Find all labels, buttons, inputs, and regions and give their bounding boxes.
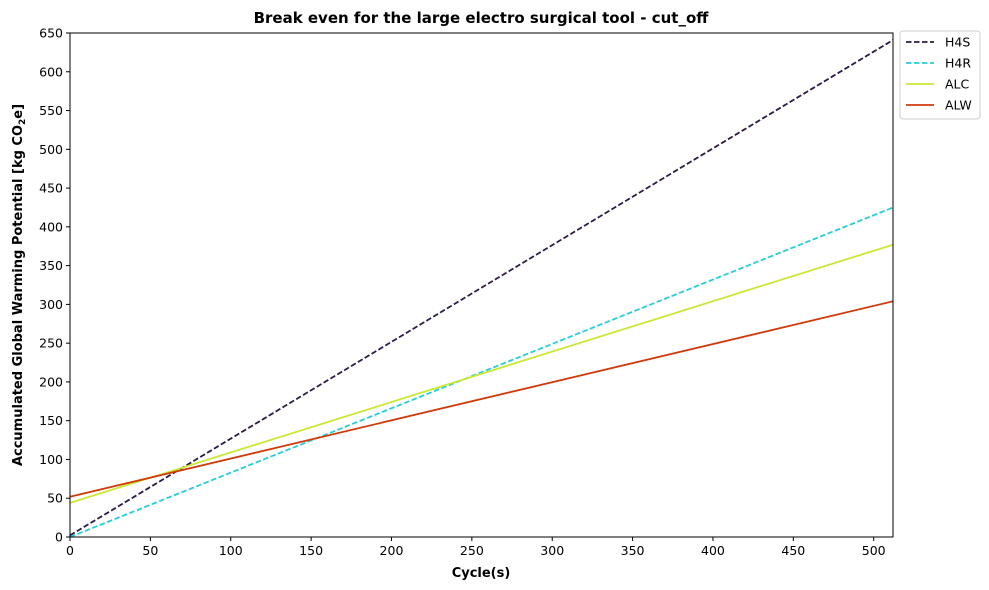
y-tick-label: 300 bbox=[39, 297, 63, 312]
x-tick-label: 0 bbox=[66, 543, 74, 558]
series-line-alw bbox=[69, 300, 894, 498]
y-tick-label: 150 bbox=[39, 413, 63, 428]
x-axis-label: Cycle(s) bbox=[452, 566, 511, 581]
series-line-h4s bbox=[69, 39, 894, 537]
plot-area-frame bbox=[69, 32, 894, 538]
y-tick-label: 400 bbox=[39, 219, 63, 234]
y-tick-label: 500 bbox=[39, 142, 63, 157]
x-tick-label: 500 bbox=[862, 543, 886, 558]
y-tick-label: 350 bbox=[39, 258, 63, 273]
y-axis-label: Accumulated Global Warming Potential [kg… bbox=[11, 104, 28, 466]
x-axis-ticks: 0 50 100 150 200 250 300 350 400 450 500 bbox=[66, 537, 886, 558]
legend-label-h4r: H4R bbox=[945, 56, 971, 71]
y-axis-ticks: 0 50 100 150 200 250 300 350 400 450 500 550 600 650 bbox=[39, 26, 70, 545]
x-tick-label: 200 bbox=[380, 543, 404, 558]
legend-label-h4s: H4S bbox=[945, 35, 970, 50]
x-tick-label: 250 bbox=[460, 543, 484, 558]
series-lines bbox=[69, 39, 894, 538]
y-tick-label: 100 bbox=[39, 452, 63, 467]
series-line-alc bbox=[69, 243, 894, 504]
y-tick-label: 450 bbox=[39, 181, 63, 196]
y-tick-label: 250 bbox=[39, 336, 63, 351]
y-tick-label: 200 bbox=[39, 374, 63, 389]
y-tick-label: 0 bbox=[55, 530, 63, 545]
x-tick-label: 50 bbox=[142, 543, 158, 558]
y-tick-label: 600 bbox=[39, 64, 63, 79]
x-tick-label: 400 bbox=[701, 543, 725, 558]
series-line-h4r bbox=[69, 206, 894, 538]
y-tick-label: 550 bbox=[39, 103, 63, 118]
y-tick-label: 650 bbox=[39, 26, 63, 41]
y-tick-label: 50 bbox=[47, 491, 63, 506]
chart-title: Break even for the large electro surgica… bbox=[254, 9, 710, 27]
x-tick-label: 150 bbox=[299, 543, 323, 558]
y-axis-label-main: Accumulated Global Warming Potential [kg… bbox=[11, 125, 26, 466]
legend-label-alc: ALC bbox=[945, 77, 970, 92]
legend-label-alw: ALW bbox=[945, 98, 972, 113]
y-axis-label-subscript: 2 bbox=[18, 119, 28, 125]
x-tick-label: 100 bbox=[219, 543, 243, 558]
legend-box bbox=[899, 30, 981, 120]
x-tick-label: 450 bbox=[781, 543, 805, 558]
legend: H4S H4R ALC ALW bbox=[899, 30, 981, 120]
x-tick-label: 300 bbox=[540, 543, 564, 558]
y-axis-label-end: e] bbox=[11, 104, 26, 119]
x-tick-label: 350 bbox=[621, 543, 645, 558]
